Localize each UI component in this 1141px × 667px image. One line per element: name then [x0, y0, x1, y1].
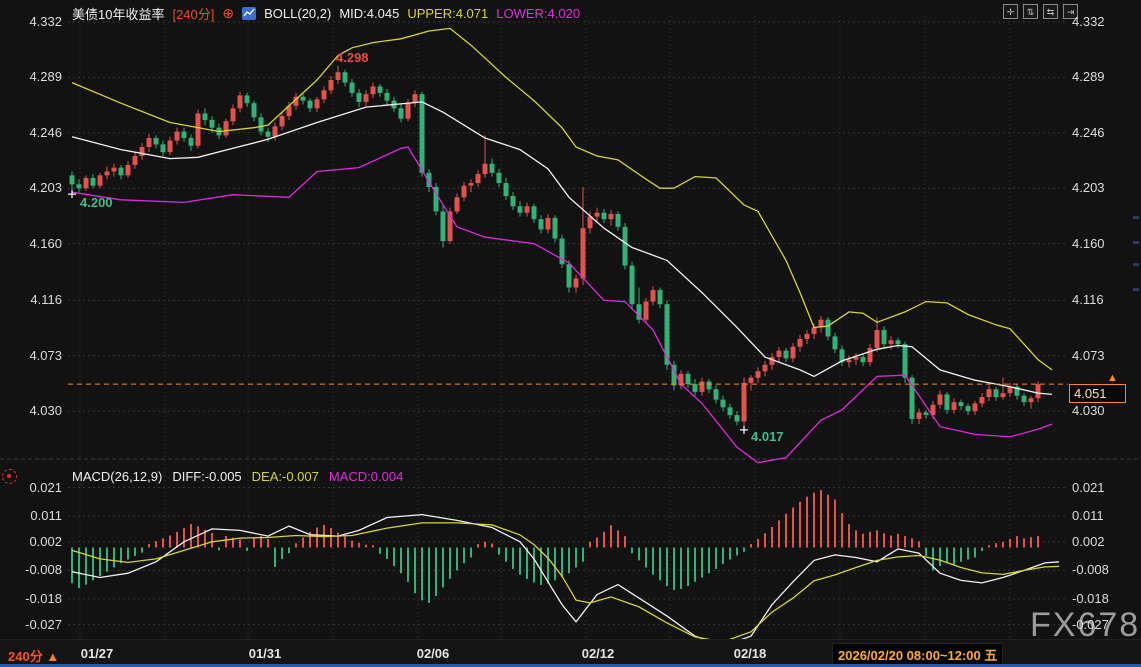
- y-axis-scale-icon[interactable]: ⇅: [1023, 4, 1038, 19]
- boll-upper-value: UPPER:4.071: [407, 6, 489, 21]
- macd-axis-label-right: 0.011: [1072, 508, 1104, 524]
- boll-mid-value: MID:4.045: [339, 6, 400, 21]
- price-axis-label-right: 4.030: [1072, 403, 1105, 419]
- period-selector[interactable]: 240分 ▲: [8, 649, 60, 664]
- macd-dea-value: DEA:-0.007: [251, 469, 319, 484]
- macd-axis-label-left: -0.008: [25, 562, 62, 578]
- macd-axis-label-right: 0.002: [1072, 533, 1105, 549]
- macd-axis-label-right: -0.027: [1072, 616, 1109, 632]
- price-axis-label-left: 4.116: [30, 292, 62, 308]
- macd-axis-label-left: 0.021: [29, 479, 62, 495]
- macd-diff-value: DIFF:-0.005: [172, 469, 242, 484]
- price-axis-label-right: 4.332: [1072, 14, 1105, 29]
- price-axis-label-left: 4.073: [29, 347, 62, 363]
- price-axis-label-left: 4.332: [29, 14, 62, 29]
- right-edge-mark: [1133, 263, 1139, 266]
- bottom-scrollbar[interactable]: [0, 664, 1141, 667]
- price-axis-label-left: 4.289: [29, 69, 62, 85]
- period-up-arrow-icon: ▲: [46, 649, 60, 664]
- chart-type-icon[interactable]: [242, 7, 257, 20]
- macd-axis-label-left: 0.002: [29, 533, 62, 549]
- macd-header: MACD(26,12,9) DIFF:-0.005 DEA:-0.007 MAC…: [72, 469, 403, 484]
- go-to-latest-icon[interactable]: ⇥: [1063, 4, 1078, 19]
- macd-axis-label-right: -0.018: [1072, 590, 1109, 606]
- macd-axis-label-right: -0.008: [1072, 562, 1109, 578]
- macd-macd-value: MACD:0.004: [328, 469, 404, 484]
- price-axis-label-left: 4.203: [29, 180, 62, 196]
- right-edge-mark: [1133, 288, 1139, 291]
- date-axis-label: 02/12: [581, 646, 615, 661]
- date-axis-label: 01/27: [80, 646, 114, 661]
- price-axis-label-right: 4.073: [1072, 347, 1105, 363]
- current-candle-timestamp: 2026/02/20 08:00~12:00 五: [832, 643, 1004, 666]
- right-edge-mark: [1133, 216, 1139, 219]
- period-tag[interactable]: [240分]: [172, 7, 215, 22]
- boll-lower-value: LOWER:4.020: [496, 6, 581, 21]
- boll-label: BOLL(20,2): [264, 6, 332, 21]
- price-axis-label-right: 4.160: [1072, 235, 1105, 251]
- last-price-tag: 4.051: [1069, 384, 1126, 403]
- price-axis-label-left: 4.246: [29, 124, 62, 140]
- price-axis-label-right: 4.116: [1072, 292, 1104, 308]
- macd-axis-label-left: 0.011: [30, 508, 62, 524]
- fx678-watermark: FX678: [1030, 606, 1141, 644]
- chart-title-bar: 美债10年收益率 [240分] ⊕ BOLL(20,2) MID:4.045 U…: [72, 4, 580, 23]
- right-edge-mark: [1133, 241, 1139, 244]
- date-axis-label: 01/31: [248, 646, 282, 661]
- price-axis-label-right: 4.289: [1072, 69, 1105, 85]
- add-indicator-icon[interactable]: ⊕: [222, 5, 235, 21]
- date-axis-label: 02/06: [416, 646, 450, 661]
- low-price-annotation-mid: 4.017: [751, 429, 784, 444]
- macd-axis-label-left: -0.018: [25, 590, 62, 606]
- price-up-arrow-icon: ▲: [1107, 372, 1118, 384]
- crosshair-icon[interactable]: ✛: [1003, 4, 1018, 19]
- price-axis-label-right: 4.203: [1072, 180, 1105, 196]
- price-axis-label-right: 4.246: [1072, 124, 1105, 140]
- macd-title: MACD(26,12,9): [72, 469, 163, 484]
- macd-axis-label-left: -0.027: [25, 616, 62, 632]
- macd-axis-label-right: 0.021: [1072, 479, 1105, 495]
- high-price-annotation: 4.298: [336, 50, 369, 65]
- x-axis-scale-icon[interactable]: ⇆: [1043, 4, 1058, 19]
- price-axis-label-left: 4.160: [29, 235, 62, 251]
- low-price-annotation-left: 4.200: [80, 195, 113, 210]
- price-axis-label-left: 4.030: [29, 403, 62, 419]
- instrument-title: 美债10年收益率: [72, 7, 165, 22]
- date-axis-label: 02/18: [733, 646, 767, 661]
- chart-toolbar: ✛ ⇅ ⇆ ⇥: [1003, 4, 1078, 19]
- indicator-target-icon[interactable]: [2, 469, 17, 484]
